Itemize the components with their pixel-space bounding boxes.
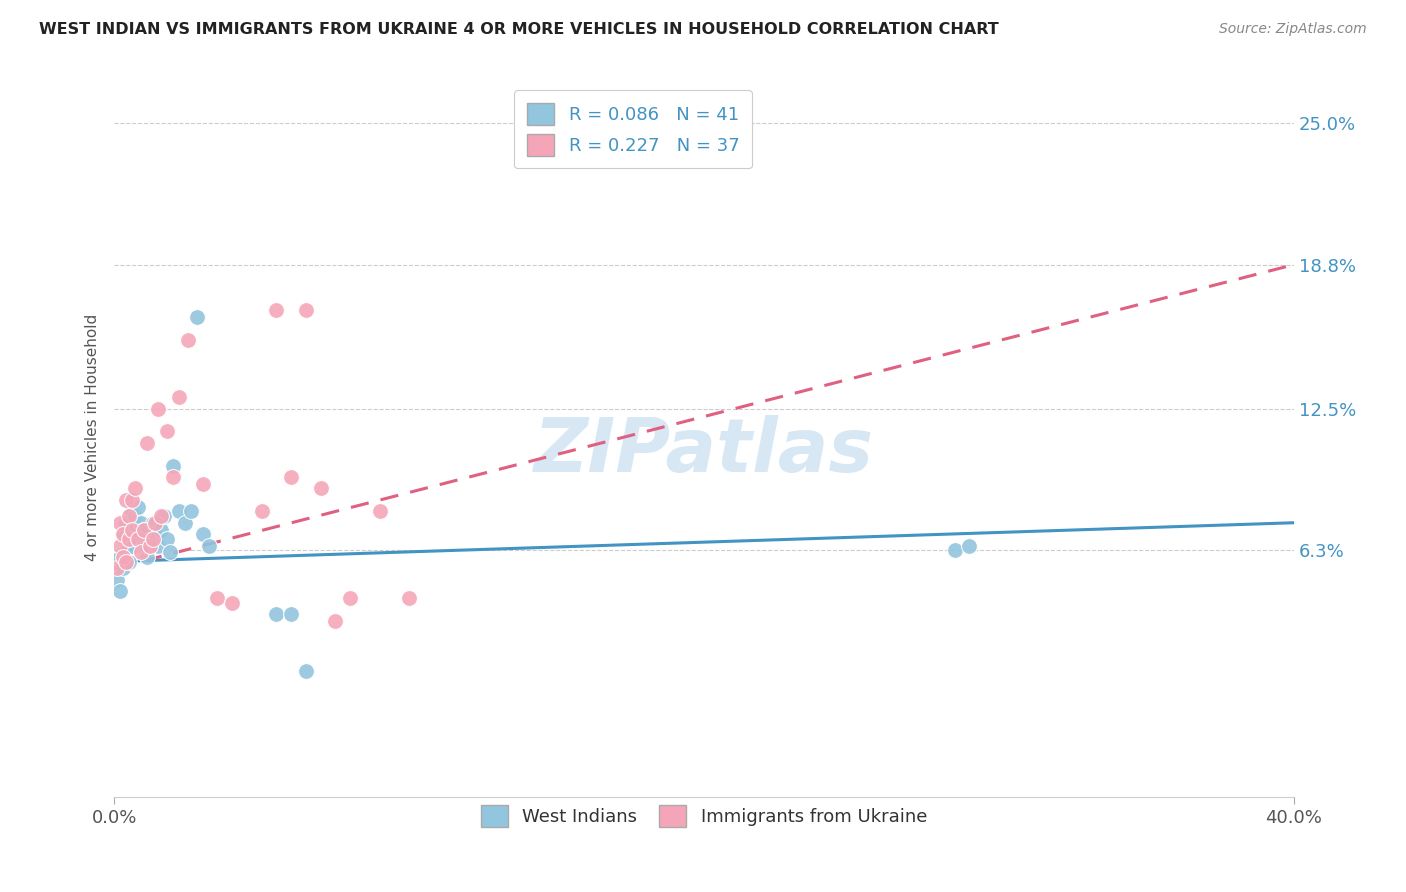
Point — [115, 492, 138, 507]
Point — [295, 303, 318, 318]
Point — [135, 435, 157, 450]
Point — [118, 532, 141, 546]
Point — [124, 508, 146, 523]
Point — [121, 539, 143, 553]
Point — [153, 508, 176, 523]
Point — [162, 458, 184, 473]
Point — [132, 539, 155, 553]
Y-axis label: 4 or more Vehicles in Household: 4 or more Vehicles in Household — [86, 313, 100, 561]
Point — [186, 310, 208, 325]
Point — [148, 539, 170, 553]
Point — [191, 477, 214, 491]
Point — [191, 527, 214, 541]
Point — [127, 500, 149, 514]
Point — [398, 591, 420, 606]
Point — [129, 516, 152, 530]
Point — [129, 545, 152, 559]
Point — [197, 539, 219, 553]
Point — [141, 532, 163, 546]
Point — [112, 527, 135, 541]
Point — [138, 532, 160, 546]
Point — [280, 607, 302, 621]
Point — [115, 545, 138, 559]
Point — [167, 390, 190, 404]
Point — [266, 607, 288, 621]
Point — [159, 545, 181, 559]
Point — [127, 532, 149, 546]
Text: WEST INDIAN VS IMMIGRANTS FROM UKRAINE 4 OR MORE VEHICLES IN HOUSEHOLD CORRELATI: WEST INDIAN VS IMMIGRANTS FROM UKRAINE 4… — [39, 22, 1000, 37]
Point — [221, 596, 243, 610]
Point — [309, 482, 332, 496]
Point — [266, 303, 288, 318]
Point — [105, 561, 128, 575]
Point — [145, 516, 167, 530]
Point — [180, 504, 202, 518]
Point — [108, 549, 131, 564]
Point — [132, 523, 155, 537]
Point — [115, 516, 138, 530]
Point — [339, 591, 361, 606]
Point — [108, 539, 131, 553]
Point — [295, 664, 318, 678]
Point — [162, 470, 184, 484]
Point — [250, 504, 273, 518]
Point — [135, 549, 157, 564]
Point — [325, 614, 347, 628]
Point — [207, 591, 229, 606]
Legend: West Indians, Immigrants from Ukraine: West Indians, Immigrants from Ukraine — [474, 798, 934, 835]
Point — [280, 470, 302, 484]
Point — [138, 539, 160, 553]
Point — [156, 532, 179, 546]
Point — [943, 543, 966, 558]
Point — [118, 532, 141, 546]
Point — [150, 523, 173, 537]
Point — [156, 425, 179, 439]
Point — [148, 401, 170, 416]
Point — [112, 527, 135, 541]
Point — [121, 492, 143, 507]
Point — [118, 508, 141, 523]
Point — [112, 561, 135, 575]
Text: ZIPatlas: ZIPatlas — [534, 415, 875, 488]
Point — [124, 523, 146, 537]
Point — [118, 555, 141, 569]
Point — [129, 527, 152, 541]
Point — [105, 573, 128, 587]
Point — [115, 555, 138, 569]
Point — [145, 527, 167, 541]
Text: Source: ZipAtlas.com: Source: ZipAtlas.com — [1219, 22, 1367, 37]
Point — [957, 539, 980, 553]
Point — [167, 504, 190, 518]
Point — [174, 516, 197, 530]
Point — [135, 539, 157, 553]
Point — [177, 333, 200, 347]
Point — [132, 523, 155, 537]
Point — [127, 532, 149, 546]
Point — [121, 504, 143, 518]
Point — [150, 508, 173, 523]
Point — [108, 584, 131, 599]
Point — [141, 516, 163, 530]
Point — [121, 523, 143, 537]
Point — [368, 504, 391, 518]
Point — [108, 516, 131, 530]
Point — [124, 482, 146, 496]
Point — [112, 549, 135, 564]
